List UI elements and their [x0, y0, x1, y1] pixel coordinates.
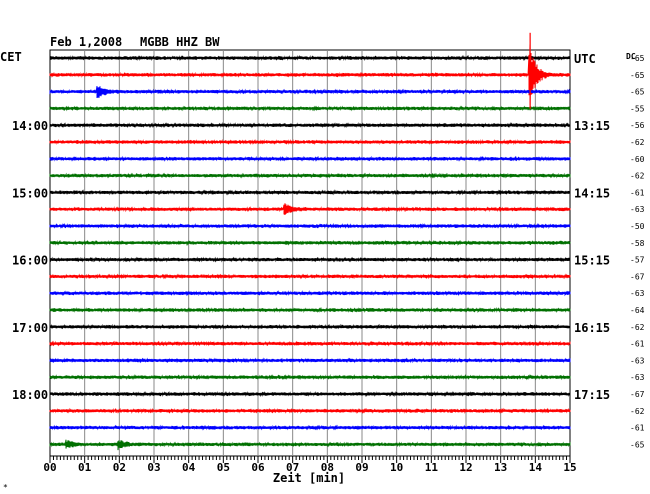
- dc-offset-label: -64: [630, 306, 645, 315]
- seismogram-trace: [49, 374, 571, 381]
- x-tick-label: 02: [113, 461, 126, 474]
- x-tick-label: 13: [494, 461, 507, 474]
- dc-offset-label: -60: [630, 155, 645, 164]
- footer-mark: *: [3, 483, 8, 492]
- seismogram-trace: [49, 340, 571, 347]
- x-tick-label: 04: [182, 461, 196, 474]
- seismogram-trace: [49, 189, 571, 196]
- cet-hour-label: 16:00: [12, 254, 48, 268]
- dc-offset-label: -62: [630, 138, 645, 147]
- dc-offset-label: -65: [630, 54, 645, 63]
- seismogram-trace: [49, 424, 571, 431]
- timezone-left-label: CET: [0, 50, 22, 64]
- x-tick-label: 07: [286, 461, 299, 474]
- x-tick-label: 01: [78, 461, 92, 474]
- dc-offset-label: -65: [630, 440, 645, 449]
- dc-offset-label: -63: [630, 205, 645, 214]
- cet-hour-label: 18:00: [12, 388, 48, 402]
- dc-offset-label: -63: [630, 373, 645, 382]
- dc-offset-label: -65: [630, 88, 645, 97]
- dc-offset-label: -61: [630, 424, 645, 433]
- seismogram-trace: [49, 256, 571, 263]
- cet-hour-label: 17:00: [12, 321, 48, 335]
- seismogram-trace: [49, 203, 571, 216]
- date-label: Feb 1,2008: [50, 35, 122, 49]
- dc-offset-label: -65: [630, 71, 645, 80]
- seismogram-trace: [49, 357, 571, 364]
- utc-hour-label: 16:15: [574, 321, 610, 335]
- cet-hour-label: 14:00: [12, 119, 48, 133]
- station-label: MGBB HHZ BW: [140, 35, 220, 49]
- seismogram-trace: [49, 138, 571, 146]
- dc-offset-label: -56: [630, 121, 645, 130]
- x-tick-label: 11: [425, 461, 439, 474]
- seismogram-trace: [49, 222, 571, 230]
- x-tick-label: 08: [321, 461, 334, 474]
- trace-labels: 14:00 15:00 16:00 17:00 18:00 UTC 13:15 14:15 15…: [12, 52, 645, 449]
- x-tick-label: 10: [390, 461, 403, 474]
- seismogram-trace: [49, 105, 571, 112]
- dc-header-label: DC: [626, 52, 636, 61]
- dc-offset-label: -50: [630, 222, 645, 231]
- utc-hour-label: 15:15: [574, 254, 610, 268]
- x-tick-label: 15: [563, 461, 576, 474]
- seismogram-trace: [49, 155, 571, 162]
- seismogram-trace: [49, 54, 571, 62]
- seismogram-traces: [49, 32, 571, 451]
- x-tick-label: 03: [147, 461, 160, 474]
- utc-hour-label: UTC: [574, 52, 596, 66]
- seismogram-trace: [49, 172, 571, 179]
- utc-hour-label: 14:15: [574, 186, 610, 200]
- utc-hour-label: 13:15: [574, 119, 610, 133]
- x-tick-label: 14: [529, 461, 543, 474]
- dc-offset-label: -57: [630, 256, 645, 265]
- seismogram-trace: [49, 122, 571, 129]
- seismogram-trace: [49, 290, 571, 297]
- x-tick-label: 12: [459, 461, 472, 474]
- x-tick-label: 06: [251, 461, 265, 474]
- dc-offset-label: -63: [630, 289, 645, 298]
- seismogram-trace: [49, 44, 571, 106]
- utc-hour-label: 17:15: [574, 388, 610, 402]
- dc-offset-label: -55: [630, 104, 645, 113]
- dc-offset-label: -67: [630, 390, 645, 399]
- seismogram-trace: [49, 390, 571, 398]
- cet-hour-label: 15:00: [12, 186, 48, 200]
- x-tick-label: 09: [355, 461, 368, 474]
- seismogram-trace: [49, 86, 571, 99]
- dc-offset-label: -58: [630, 239, 645, 248]
- dc-offset-label: -61: [630, 340, 645, 349]
- seismogram-trace: [49, 323, 571, 330]
- seismogram-trace: [49, 239, 571, 246]
- seismogram-trace: [49, 439, 571, 451]
- dc-offset-label: -61: [630, 188, 645, 197]
- dc-offset-label: -67: [630, 272, 645, 281]
- x-tick-label: 00: [43, 461, 56, 474]
- x-axis-title: Zeit [min]: [273, 471, 345, 485]
- dc-offset-label: -63: [630, 356, 645, 365]
- dc-offset-label: -62: [630, 323, 645, 332]
- plot-grid: [49, 49, 571, 457]
- x-tick-label: 05: [217, 461, 230, 474]
- x-axis: 00 01 02 03 04 05 06 07 08 09 10 11 12 13 14 15: [43, 456, 577, 474]
- seismogram-trace: [49, 306, 571, 314]
- seismogram-trace: [49, 407, 571, 414]
- dc-offset-label: -62: [630, 407, 645, 416]
- dc-offset-label: -62: [630, 172, 645, 181]
- seismogram-trace: [49, 273, 571, 280]
